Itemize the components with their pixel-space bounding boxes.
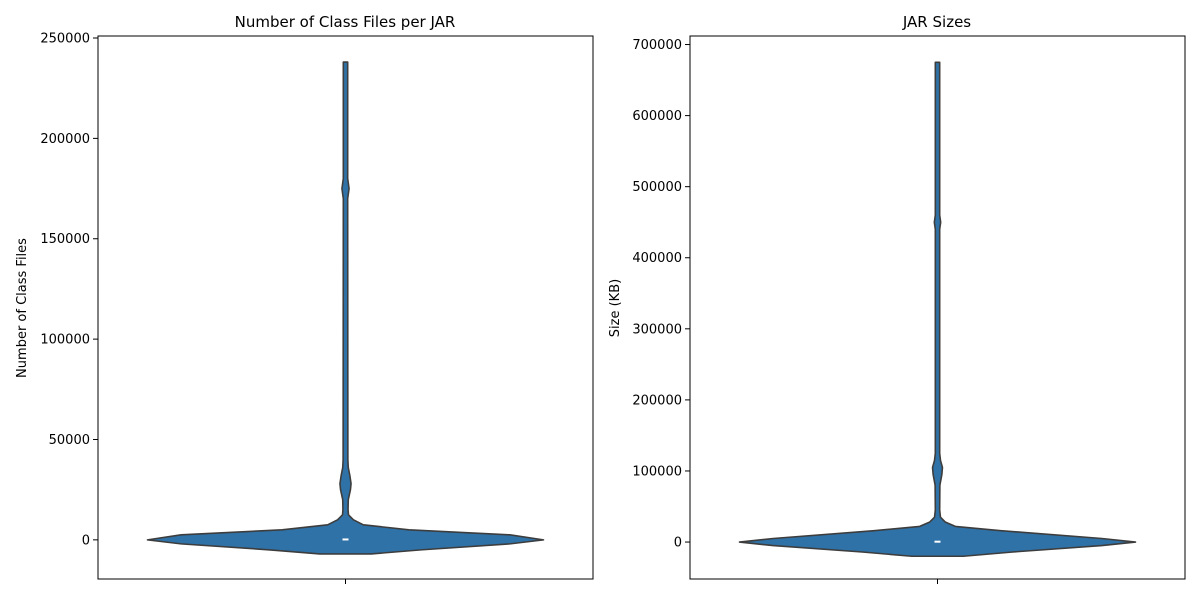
y-tick-label: 200000 <box>632 393 682 408</box>
y-axis-label: Number of Class Files <box>15 238 30 378</box>
y-tick-label: 500000 <box>632 180 682 195</box>
violin-body <box>146 61 545 555</box>
y-tick-label: 0 <box>82 533 90 548</box>
violin-body <box>738 61 1137 558</box>
y-tick-label: 100000 <box>40 333 90 348</box>
chart-title: JAR Sizes <box>902 13 971 31</box>
y-tick-label: 250000 <box>40 32 90 47</box>
y-tick-label: 400000 <box>632 251 682 266</box>
axes-frame <box>97 35 594 580</box>
y-tick-label: 700000 <box>632 38 682 53</box>
y-tick-label: 100000 <box>632 464 682 479</box>
y-tick-label: 150000 <box>40 232 90 247</box>
y-tick-label: 50000 <box>49 433 90 448</box>
plot-area: 0 100000 200000 300000 400000 500000 600000 700… <box>632 38 1137 584</box>
y-tick-label: 300000 <box>632 322 682 337</box>
plot-area: 0 50000 100000 150000 200000 250000 <box>40 32 545 584</box>
y-tick-label: 600000 <box>632 109 682 124</box>
y-tick-label: 200000 <box>40 132 90 147</box>
chart-class-files: Number of Class Files per JAR Number of … <box>15 13 594 584</box>
chart-jar-sizes: JAR Sizes Size (KB) 0 100000 200000 300000 4… <box>608 13 1186 584</box>
y-tick-label: 0 <box>674 536 682 551</box>
y-axis-label: Size (KB) <box>608 279 623 337</box>
chart-title: Number of Class Files per JAR <box>235 13 456 31</box>
axes-frame <box>689 35 1186 580</box>
